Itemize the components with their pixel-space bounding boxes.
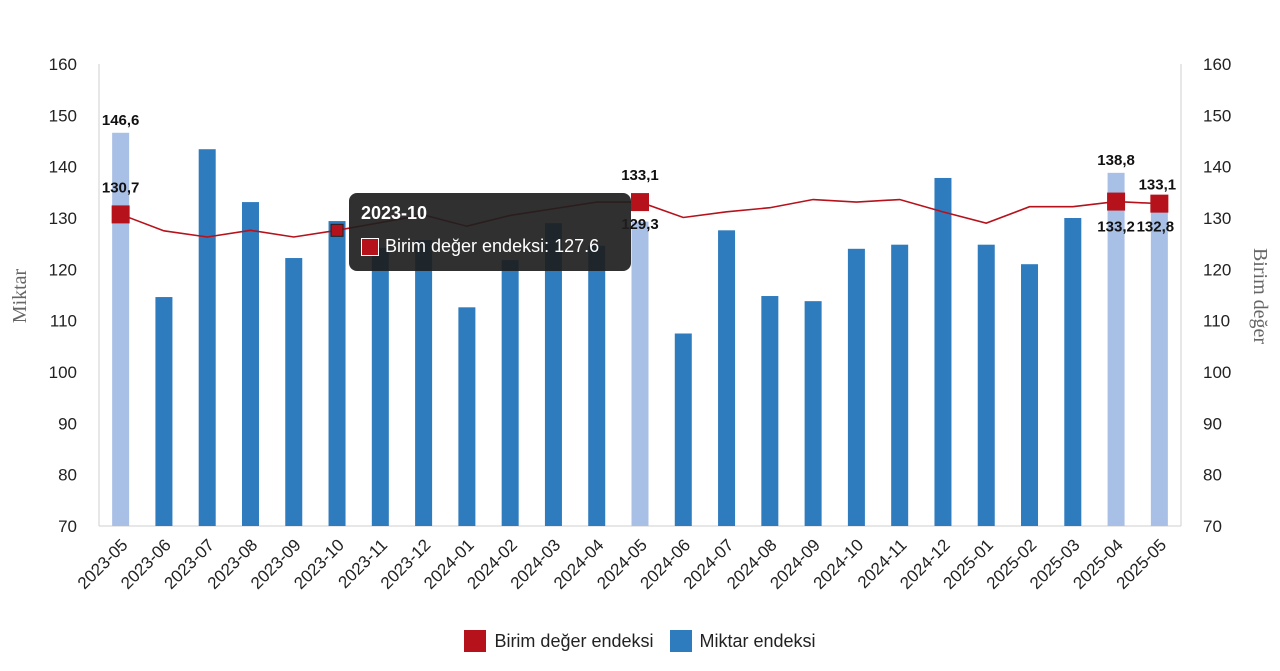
legend-label-birim: Birim değer endeksi xyxy=(494,630,654,651)
y-right-tick-label: 70 xyxy=(1203,517,1222,536)
bar xyxy=(674,333,692,526)
tooltip-swatch xyxy=(361,237,379,256)
bar-data-label: 138,8 xyxy=(1097,152,1135,169)
hovered-marker xyxy=(330,223,344,237)
bar xyxy=(415,240,433,526)
line-marker xyxy=(1107,192,1126,211)
bar xyxy=(804,301,822,526)
tooltip-title: 2023-10 xyxy=(361,203,428,223)
bar xyxy=(544,223,562,526)
bar-data-label: 132,8 xyxy=(1137,219,1175,236)
bar xyxy=(241,202,259,526)
y-right-tick-label: 120 xyxy=(1203,260,1231,279)
y-left-tick-label: 120 xyxy=(49,260,77,279)
bar xyxy=(155,297,173,526)
y-right-tick-label: 150 xyxy=(1203,106,1231,125)
y-left-tick-label: 110 xyxy=(50,312,77,331)
legend-swatch-line xyxy=(464,630,487,652)
y-right-tick-label: 80 xyxy=(1203,466,1222,485)
y-left-tick-label: 130 xyxy=(49,209,77,228)
y-left-tick-label: 140 xyxy=(49,158,77,177)
bar-data-label: 146,6 xyxy=(102,112,140,129)
tooltip-text: Birim değer endeksi: 127.6 xyxy=(385,236,600,256)
bar xyxy=(631,221,649,527)
line-data-label: 130,7 xyxy=(102,179,140,196)
y-right-tick-label: 110 xyxy=(1203,312,1230,331)
legend-item-birim[interactable]: Birim değer endeksi xyxy=(464,630,654,652)
legend: Birim değer endeksi Miktar endeksi xyxy=(0,630,1280,652)
y-left-axis-title: Miktar xyxy=(9,268,31,323)
bar xyxy=(285,258,303,526)
bar xyxy=(1064,218,1082,526)
line-data-label: 133,2 xyxy=(1097,219,1135,236)
y-left-tick-label: 100 xyxy=(49,363,77,382)
y-right-axis-title: Birim değer xyxy=(1249,248,1271,344)
y-left-tick-label: 150 xyxy=(49,106,77,125)
tooltip: 2023-10 Birim değer endeksi: 127.6 xyxy=(349,193,631,271)
bar xyxy=(1150,203,1168,527)
y-right-tick-label: 140 xyxy=(1203,158,1231,177)
bar xyxy=(588,245,606,526)
bar xyxy=(761,296,779,526)
bar xyxy=(328,221,346,526)
bar xyxy=(112,132,130,526)
y-left-tick-label: 70 xyxy=(58,517,77,536)
y-right-tick-label: 160 xyxy=(1203,55,1231,74)
line-data-label: 133,1 xyxy=(1139,177,1177,194)
legend-item-miktar[interactable]: Miktar endeksi xyxy=(669,630,816,652)
legend-label-miktar: Miktar endeksi xyxy=(699,630,816,651)
bar xyxy=(371,247,389,527)
bar xyxy=(501,260,519,526)
line-data-label: 133,1 xyxy=(621,167,659,184)
bar xyxy=(718,230,736,526)
bar xyxy=(458,307,476,526)
y-left-tick-label: 90 xyxy=(58,414,77,433)
y-right-tick-label: 100 xyxy=(1203,363,1231,382)
bar xyxy=(198,149,216,527)
bar xyxy=(847,248,865,527)
line-marker xyxy=(111,205,130,224)
y-left-tick-label: 160 xyxy=(49,55,77,74)
bar xyxy=(1107,172,1125,526)
y-right-tick-label: 130 xyxy=(1203,209,1231,228)
bar xyxy=(891,244,909,526)
bar xyxy=(1021,264,1039,526)
bar xyxy=(977,244,995,526)
y-right-tick-label: 90 xyxy=(1203,414,1222,433)
bar xyxy=(934,177,952,526)
line-marker xyxy=(1150,194,1169,213)
y-left-tick-label: 80 xyxy=(58,466,77,485)
line-marker xyxy=(631,193,649,212)
legend-swatch-bar xyxy=(669,630,692,652)
